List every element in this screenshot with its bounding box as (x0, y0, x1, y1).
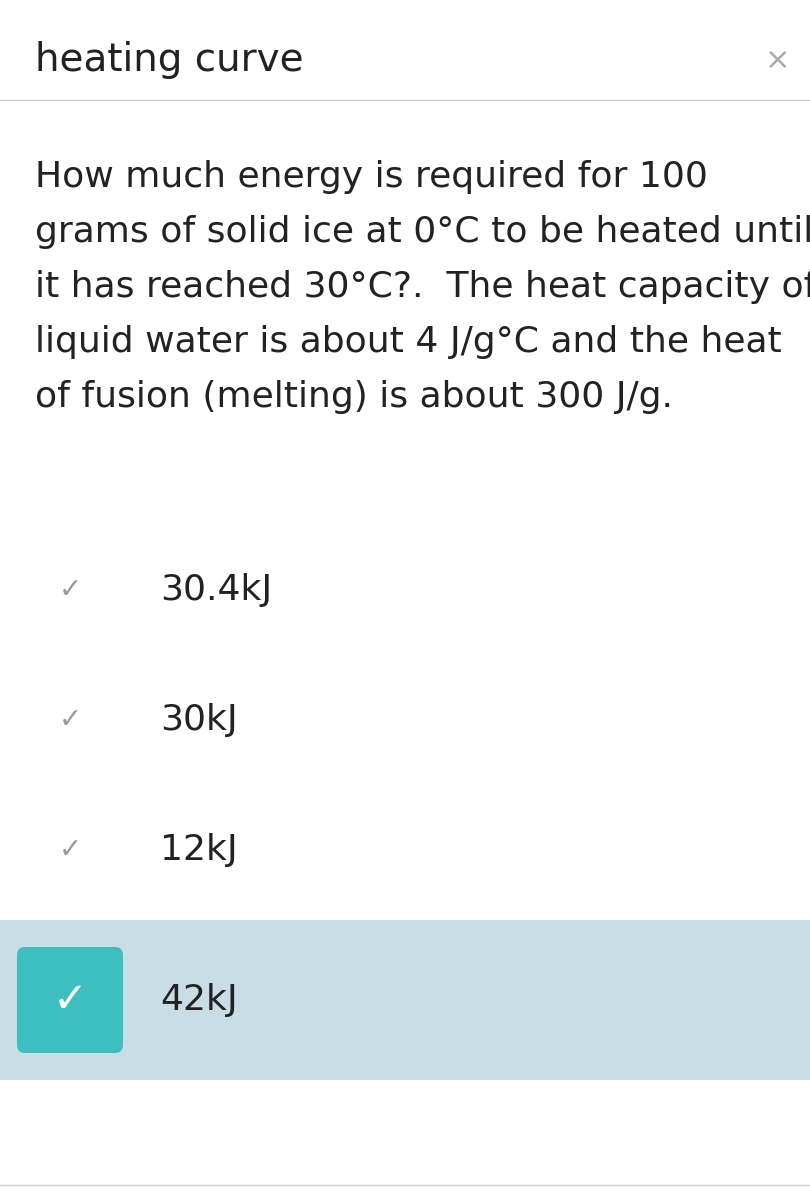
Text: ✓: ✓ (58, 576, 82, 604)
Text: How much energy is required for 100: How much energy is required for 100 (35, 160, 708, 194)
Text: of fusion (melting) is about 300 J/g.: of fusion (melting) is about 300 J/g. (35, 380, 673, 414)
Text: liquid water is about 4 J/g°C and the heat: liquid water is about 4 J/g°C and the he… (35, 325, 782, 359)
Text: 30.4kJ: 30.4kJ (160, 572, 272, 607)
Text: 42kJ: 42kJ (160, 983, 237, 1018)
Text: ✓: ✓ (58, 706, 82, 734)
FancyBboxPatch shape (0, 920, 810, 1080)
Text: it has reached 30°C?.  The heat capacity of: it has reached 30°C?. The heat capacity … (35, 270, 810, 304)
FancyBboxPatch shape (17, 947, 123, 1054)
Text: heating curve: heating curve (35, 41, 304, 79)
Text: ×: × (765, 46, 791, 74)
Text: 12kJ: 12kJ (160, 833, 237, 866)
Text: ✓: ✓ (58, 836, 82, 864)
Text: ✓: ✓ (53, 979, 87, 1021)
Text: grams of solid ice at 0°C to be heated until: grams of solid ice at 0°C to be heated u… (35, 215, 810, 248)
Text: 30kJ: 30kJ (160, 703, 237, 737)
